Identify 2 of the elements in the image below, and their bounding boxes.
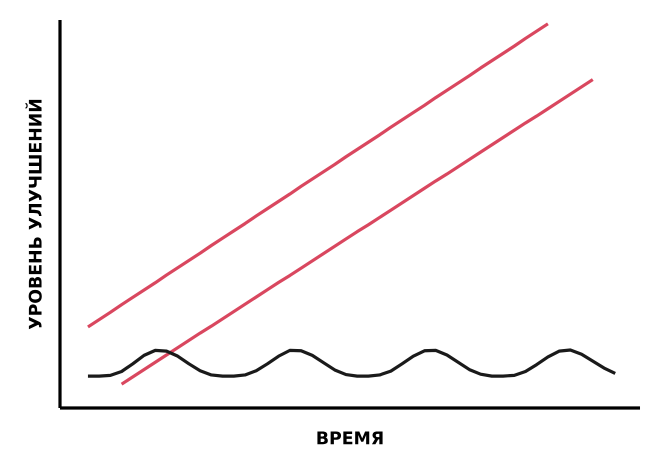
x-axis-title: ВРЕМЯ bbox=[317, 432, 383, 444]
y-axis-title: УРОВЕНЬ УЛУЧШЕНИЙ bbox=[25, 100, 42, 330]
